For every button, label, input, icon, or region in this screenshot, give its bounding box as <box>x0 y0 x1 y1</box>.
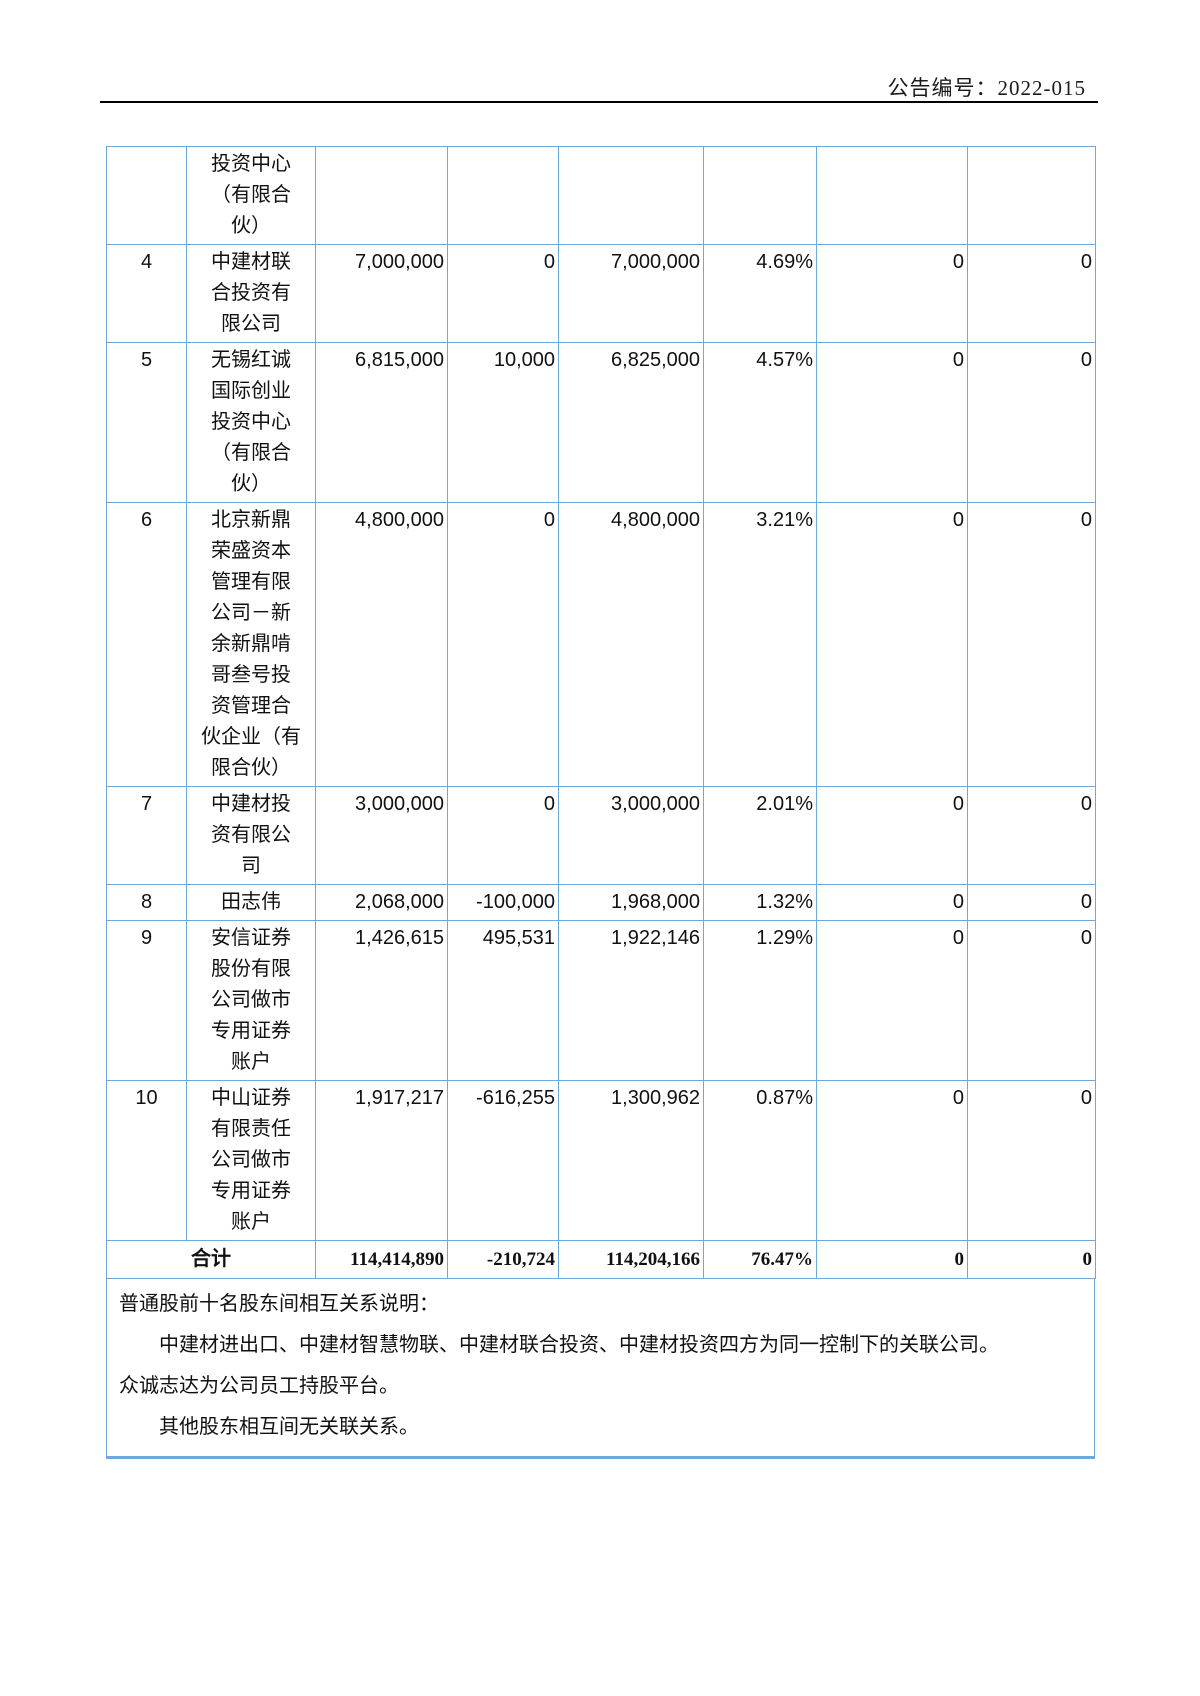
col8-cell: 0 <box>967 342 1096 503</box>
shares-pct-cell: 4.69% <box>703 244 817 343</box>
shares-begin-cell: 3,000,000 <box>315 786 448 885</box>
shares-end-cell: 3,000,000 <box>558 786 704 885</box>
table-row: 7 中建材投 资有限公 司 3,000,000 0 3,000,000 2.01… <box>106 786 1096 885</box>
col8-cell: 0 <box>967 920 1096 1081</box>
table-row: 5 无锡红诚 国际创业 投资中心 （有限合 伙） 6,815,000 10,00… <box>106 342 1096 503</box>
col8-cell: 0 <box>967 502 1096 787</box>
shares-change-cell: 0 <box>447 502 559 787</box>
row-number-cell <box>106 146 187 245</box>
shares-end-cell: 7,000,000 <box>558 244 704 343</box>
row-number-cell: 4 <box>106 244 187 343</box>
shares-change-cell: 495,531 <box>447 920 559 1081</box>
shares-change-cell: 0 <box>447 786 559 885</box>
shares-change-cell <box>447 146 559 245</box>
total-shares-change-cell: -210,724 <box>447 1240 559 1279</box>
col8-cell <box>967 146 1096 245</box>
col7-cell: 0 <box>816 920 968 1081</box>
row-number-cell: 7 <box>106 786 187 885</box>
table-row: 6 北京新鼎 荣盛资本 管理有限 公司－新 余新鼎啃 哥叁号投 资管理合 伙企业… <box>106 502 1096 787</box>
col7-cell: 0 <box>816 342 968 503</box>
shareholder-name-cell: 投资中心 （有限合 伙） <box>186 146 316 245</box>
shares-pct-cell: 2.01% <box>703 786 817 885</box>
total-col7-cell: 0 <box>816 1240 968 1279</box>
table-row: 9 安信证券 股份有限 公司做市 专用证券 账户 1,426,615 495,5… <box>106 920 1096 1081</box>
row-number-cell: 6 <box>106 502 187 787</box>
shares-change-cell: -616,255 <box>447 1080 559 1241</box>
shareholder-table: 投资中心 （有限合 伙） 4 中建材联 合投资有 限公司 7,000,000 0… <box>106 146 1096 1279</box>
content-area: 投资中心 （有限合 伙） 4 中建材联 合投资有 限公司 7,000,000 0… <box>106 146 1096 1459</box>
shareholder-name-cell: 中建材投 资有限公 司 <box>186 786 316 885</box>
total-label: 合计 <box>106 1240 316 1279</box>
shares-end-cell: 1,968,000 <box>558 884 704 921</box>
col7-cell <box>816 146 968 245</box>
table-row-carryover: 投资中心 （有限合 伙） <box>106 146 1096 245</box>
shares-end-cell: 1,922,146 <box>558 920 704 1081</box>
shares-begin-cell: 4,800,000 <box>315 502 448 787</box>
doc-number: 公告编号：2022-015 <box>887 76 1086 100</box>
shareholder-name-cell: 田志伟 <box>186 884 316 921</box>
col8-cell: 0 <box>967 884 1096 921</box>
shares-pct-cell <box>703 146 817 245</box>
shares-begin-cell: 1,426,615 <box>315 920 448 1081</box>
col7-cell: 0 <box>816 1080 968 1241</box>
row-number-cell: 9 <box>106 920 187 1081</box>
col7-cell: 0 <box>816 502 968 787</box>
shares-end-cell: 4,800,000 <box>558 502 704 787</box>
shares-begin-cell: 1,917,217 <box>315 1080 448 1241</box>
shareholder-name-cell: 无锡红诚 国际创业 投资中心 （有限合 伙） <box>186 342 316 503</box>
shares-pct-cell: 3.21% <box>703 502 817 787</box>
shares-pct-cell: 1.29% <box>703 920 817 1081</box>
notes-box: 普通股前十名股东间相互关系说明： 中建材进出口、中建材智慧物联、中建材联合投资、… <box>106 1279 1095 1459</box>
shares-pct-cell: 0.87% <box>703 1080 817 1241</box>
col8-cell: 0 <box>967 786 1096 885</box>
row-number-cell: 10 <box>106 1080 187 1241</box>
row-number-cell: 8 <box>106 884 187 921</box>
total-shares-end-cell: 114,204,166 <box>558 1240 704 1279</box>
total-col8-cell: 0 <box>967 1240 1096 1279</box>
shareholder-name-cell: 安信证券 股份有限 公司做市 专用证券 账户 <box>186 920 316 1081</box>
shares-pct-cell: 1.32% <box>703 884 817 921</box>
note-line: 其他股东相互间无关联关系。 <box>159 1416 419 1438</box>
shares-begin-cell: 7,000,000 <box>315 244 448 343</box>
notes-title: 普通股前十名股东间相互关系说明： <box>119 1293 439 1315</box>
shares-change-cell: 10,000 <box>447 342 559 503</box>
shares-end-cell <box>558 146 704 245</box>
shares-end-cell: 1,300,962 <box>558 1080 704 1241</box>
total-shares-pct-cell: 76.47% <box>703 1240 817 1279</box>
header-rule <box>100 101 1098 103</box>
note-line: 众诚志达为公司员工持股平台。 <box>119 1375 399 1397</box>
table-row: 8 田志伟 2,068,000 -100,000 1,968,000 1.32%… <box>106 884 1096 921</box>
shares-begin-cell: 2,068,000 <box>315 884 448 921</box>
shares-change-cell: 0 <box>447 244 559 343</box>
col7-cell: 0 <box>816 786 968 885</box>
table-row: 10 中山证券 有限责任 公司做市 专用证券 账户 1,917,217 -616… <box>106 1080 1096 1241</box>
shareholder-name-cell: 中山证券 有限责任 公司做市 专用证券 账户 <box>186 1080 316 1241</box>
table-row: 4 中建材联 合投资有 限公司 7,000,000 0 7,000,000 4.… <box>106 244 1096 343</box>
note-line: 中建材进出口、中建材智慧物联、中建材联合投资、中建材投资四方为同一控制下的关联公… <box>159 1334 999 1356</box>
col8-cell: 0 <box>967 244 1096 343</box>
shareholder-name-cell: 北京新鼎 荣盛资本 管理有限 公司－新 余新鼎啃 哥叁号投 资管理合 伙企业（有… <box>186 502 316 787</box>
row-number-cell: 5 <box>106 342 187 503</box>
col8-cell: 0 <box>967 1080 1096 1241</box>
total-shares-begin-cell: 114,414,890 <box>315 1240 448 1279</box>
shares-begin-cell <box>315 146 448 245</box>
shares-end-cell: 6,825,000 <box>558 342 704 503</box>
total-row: 合计 114,414,890 -210,724 114,204,166 76.4… <box>106 1240 1096 1279</box>
shares-change-cell: -100,000 <box>447 884 559 921</box>
col7-cell: 0 <box>816 884 968 921</box>
shareholder-name-cell: 中建材联 合投资有 限公司 <box>186 244 316 343</box>
shares-pct-cell: 4.57% <box>703 342 817 503</box>
col7-cell: 0 <box>816 244 968 343</box>
shares-begin-cell: 6,815,000 <box>315 342 448 503</box>
